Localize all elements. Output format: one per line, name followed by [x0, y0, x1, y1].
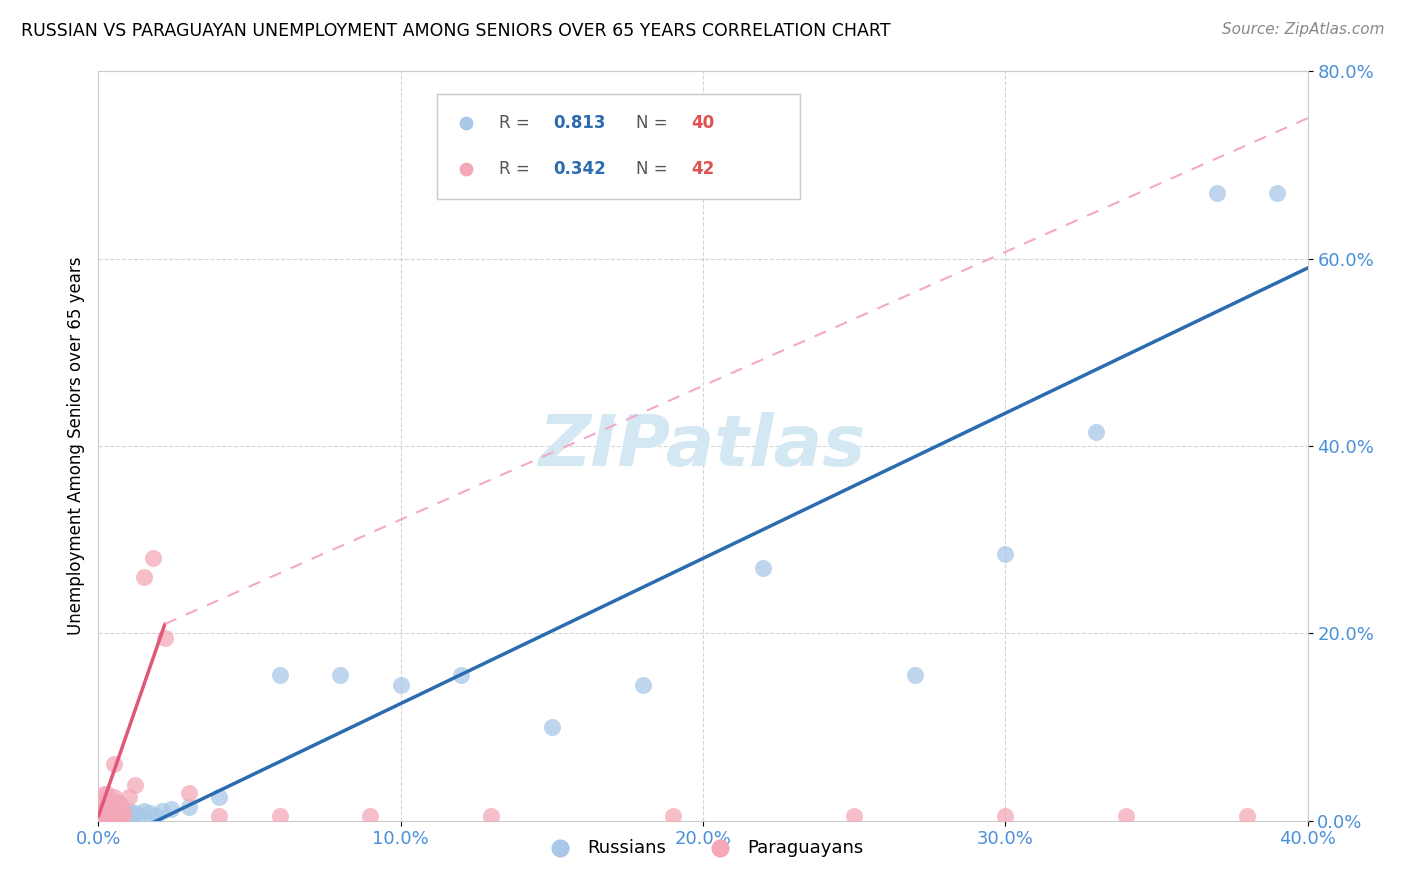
Point [150, 805, 173, 819]
Point [90, 806, 112, 821]
Point [111, 805, 134, 819]
Point [105, 805, 128, 819]
Point [90, 809, 112, 823]
Point [103, 797, 125, 811]
Point [844, 809, 866, 823]
Point [160, 802, 183, 816]
Point [132, 805, 155, 819]
Point [661, 809, 683, 823]
Point [93, 788, 115, 802]
Point [103, 790, 125, 805]
Legend: Russians, Paraguayans: Russians, Paraguayans [536, 831, 870, 864]
Point [100, 795, 122, 809]
Point [96, 799, 118, 814]
Point [1085, 425, 1108, 439]
Point [96, 802, 118, 816]
Point [752, 561, 775, 575]
Point [93, 805, 115, 819]
Point [103, 806, 125, 821]
Point [100, 809, 122, 823]
Point [994, 809, 1017, 823]
Point [96, 788, 118, 802]
Point [96, 809, 118, 823]
Point [153, 631, 176, 645]
Point [269, 809, 291, 823]
Point [93, 805, 115, 819]
Point [93, 802, 115, 816]
Point [103, 809, 125, 823]
Point [360, 809, 382, 823]
Point [111, 809, 134, 823]
Point [103, 805, 125, 819]
Point [481, 809, 503, 823]
Point [1115, 809, 1137, 823]
Point [329, 668, 352, 682]
Point [96, 795, 118, 809]
Point [108, 809, 131, 823]
Point [105, 795, 128, 809]
Point [118, 790, 141, 805]
Point [179, 799, 201, 814]
Point [108, 806, 131, 821]
Point [139, 806, 162, 821]
Point [105, 809, 128, 823]
Point [269, 668, 291, 682]
Point [389, 678, 412, 692]
Point [93, 809, 115, 823]
Point [1267, 186, 1289, 201]
Point [904, 668, 927, 682]
Point [142, 551, 165, 566]
Point [103, 757, 125, 772]
Point [127, 809, 149, 823]
Point [90, 805, 112, 819]
Y-axis label: Unemployment Among Seniors over 65 years: Unemployment Among Seniors over 65 years [66, 257, 84, 635]
Text: RUSSIAN VS PARAGUAYAN UNEMPLOYMENT AMONG SENIORS OVER 65 YEARS CORRELATION CHART: RUSSIAN VS PARAGUAYAN UNEMPLOYMENT AMONG… [21, 22, 890, 40]
Point [124, 778, 146, 792]
Text: ZIPatlas: ZIPatlas [540, 411, 866, 481]
Point [90, 795, 112, 809]
Point [100, 802, 122, 816]
Point [96, 806, 118, 821]
Point [179, 786, 201, 800]
Point [208, 809, 231, 823]
Point [100, 805, 122, 819]
Point [208, 790, 231, 805]
Point [96, 809, 118, 823]
Point [108, 797, 131, 811]
Point [121, 809, 143, 823]
Point [114, 806, 136, 821]
Text: Source: ZipAtlas.com: Source: ZipAtlas.com [1222, 22, 1385, 37]
Point [450, 668, 472, 682]
Point [132, 570, 155, 584]
Point [105, 809, 128, 823]
Point [105, 805, 128, 819]
Point [145, 809, 167, 823]
Point [93, 809, 115, 823]
Point [100, 808, 122, 822]
Point [118, 805, 141, 819]
Point [631, 678, 654, 692]
Point [540, 720, 562, 734]
Point [93, 797, 115, 811]
Point [96, 806, 118, 821]
Point [111, 809, 134, 823]
Point [124, 806, 146, 821]
Point [1206, 186, 1229, 201]
Point [103, 809, 125, 823]
Point [90, 809, 112, 823]
Point [1236, 809, 1258, 823]
Point [994, 547, 1017, 561]
